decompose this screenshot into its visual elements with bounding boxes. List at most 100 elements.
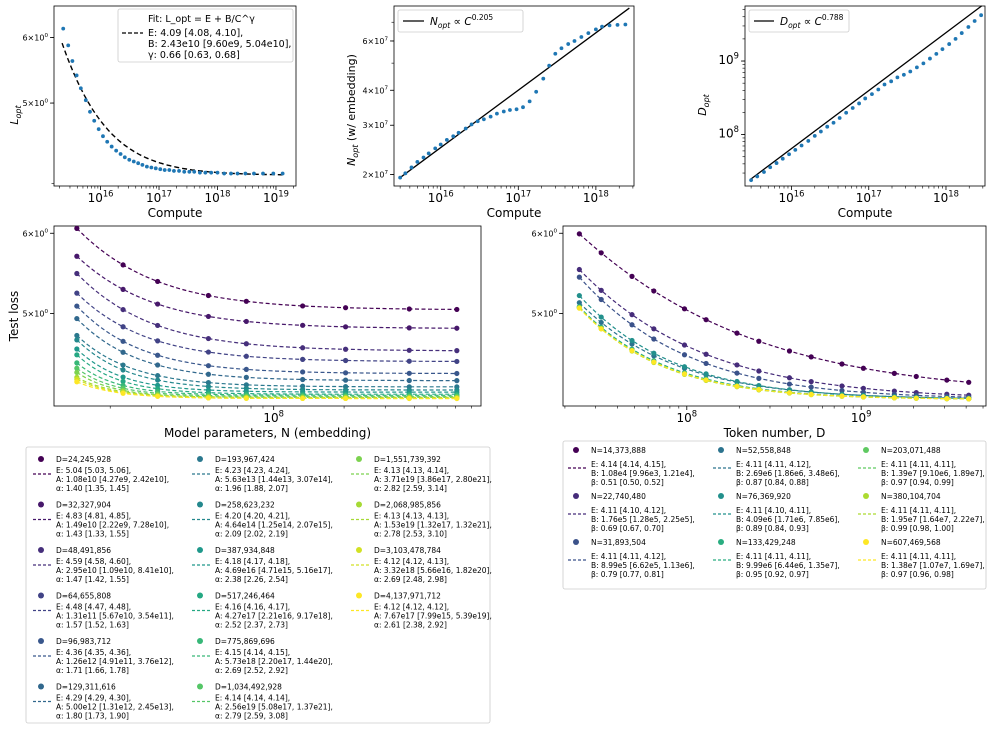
data-point xyxy=(300,345,306,351)
x-axis-label: Compute xyxy=(148,206,203,220)
data-point xyxy=(300,322,306,328)
data-point xyxy=(205,383,212,390)
data-point xyxy=(120,338,126,344)
legend-fit-text: β: 0.79 [0.77, 0.81] xyxy=(591,570,664,579)
data-point xyxy=(243,318,249,325)
legend-fit-text: E: 4.11 [4.11, 4.11], xyxy=(881,460,956,469)
fit-curve xyxy=(76,362,457,396)
data-point xyxy=(144,164,149,169)
legend-marker xyxy=(718,539,724,545)
data-point xyxy=(521,105,525,110)
y-tick-label: 4×107 xyxy=(362,86,388,96)
data-point xyxy=(454,306,460,313)
data-point xyxy=(122,155,127,160)
data-point xyxy=(576,305,582,311)
legend-fit-text: α: 1.71 [1.66, 1.78] xyxy=(56,666,129,675)
data-point xyxy=(205,349,212,355)
legend-box xyxy=(25,446,491,724)
data-point xyxy=(243,382,249,388)
x-tick-label: 1016 xyxy=(88,189,114,205)
legend-fit-text: A: 1.53e19 [1.32e17, 1.32e21], xyxy=(374,521,492,530)
data-point xyxy=(891,395,897,401)
data-point xyxy=(882,82,887,87)
plot-frame xyxy=(53,5,297,187)
legend-fit-text: E: 4.11 [4.11, 4.12], xyxy=(736,460,811,469)
data-point xyxy=(342,370,349,376)
legend-fit-text: E: 4.11 [4.11, 4.11], xyxy=(736,552,811,561)
legend-fit-text: E: 4.12 [4.12, 4.12], xyxy=(374,603,449,612)
legend-marker xyxy=(197,638,203,644)
data-point xyxy=(786,348,793,354)
data-point xyxy=(839,387,845,394)
chart-dopt-vs-compute: 1016 1017 1018 108 109 Compute Dopt Dopt ∝ C0.7… xyxy=(696,5,986,220)
data-point xyxy=(598,287,604,293)
legend-fit-text: A: 2.56e19 [5.08e17, 1.37e21], xyxy=(215,703,333,712)
chart-loss-vs-params: 108 5×100 6×100 Model parameters, N (embedd… xyxy=(7,225,492,724)
data-point xyxy=(74,332,80,339)
plot-frame xyxy=(393,5,635,187)
data-point xyxy=(153,166,158,171)
data-point xyxy=(598,314,604,320)
legend-fit-text: A: 1.49e10 [2.22e9, 7.28e10], xyxy=(56,521,169,530)
legend-fit-text: E: 4.20 [4.20, 4.21], xyxy=(215,512,290,521)
fit-curve xyxy=(578,276,969,398)
data-point xyxy=(913,395,919,401)
legend-entry: γ: 0.66 [0.63, 0.68] xyxy=(148,50,240,61)
data-point xyxy=(756,375,762,381)
legend-marker xyxy=(573,447,579,453)
data-point xyxy=(205,335,212,342)
data-point xyxy=(681,371,688,377)
legend-fit-text: α: 2.52 [2.37, 2.73] xyxy=(215,621,288,630)
data-point xyxy=(120,378,126,384)
data-point xyxy=(74,290,80,296)
legend-fit-text: β: 0.89 [0.84, 0.93] xyxy=(736,524,809,533)
legend-fit-text: A: 5.63e13 [1.44e13, 3.07e14], xyxy=(215,475,333,484)
data-point xyxy=(172,169,176,173)
data-point xyxy=(808,379,814,385)
legend-fit-text: B: 1.38e7 [1.07e7, 1.69e7], xyxy=(881,561,985,570)
legend-marker xyxy=(38,547,44,553)
data-point xyxy=(454,358,460,365)
data-point xyxy=(300,303,306,309)
data-point xyxy=(78,86,83,91)
data-point xyxy=(114,148,119,153)
y-tick-label: 5×100 xyxy=(531,309,557,319)
data-point xyxy=(92,118,97,123)
y-axis-label: Nopt (w/ embedding) xyxy=(345,54,360,166)
legend-fit-text: B: 9.99e6 [6.44e6, 1.35e7], xyxy=(736,561,840,570)
data-point xyxy=(83,98,88,103)
legend-fit-text: β: 0.99 [0.98, 1.00] xyxy=(881,524,954,533)
data-point xyxy=(566,42,571,46)
data-point xyxy=(786,381,793,387)
data-point xyxy=(703,317,709,323)
data-point xyxy=(607,23,612,28)
y-axis-label: Dopt xyxy=(696,93,711,115)
legend-entry: D=1,551,739,392 xyxy=(374,455,441,464)
data-point xyxy=(553,51,558,56)
data-point xyxy=(451,134,456,139)
data-point xyxy=(972,19,977,23)
x-tick-label: 1018 xyxy=(583,189,609,205)
legend: N=14,373,888 E: 4.14 [4.14, 4.15],B: 1.08… xyxy=(562,440,987,590)
legend-fit-text: A: 3.71e19 [3.86e17, 2.80e21], xyxy=(374,475,492,484)
data-point xyxy=(74,360,80,366)
data-point xyxy=(629,312,635,318)
data-point xyxy=(651,326,657,332)
legend-fit-text: A: 5.00e12 [1.31e12, 2.45e13], xyxy=(56,703,174,712)
legend-marker xyxy=(197,547,203,553)
legend-fit-text: A: 3.32e18 [5.66e16, 1.82e20], xyxy=(374,566,492,575)
fit-curve xyxy=(76,227,457,310)
data-point xyxy=(947,42,952,46)
y-tick-label: 6×100 xyxy=(22,33,48,43)
data-point xyxy=(182,169,187,174)
x-tick-label: 1019 xyxy=(263,189,289,205)
data-point xyxy=(860,385,866,391)
data-point xyxy=(959,31,964,35)
legend-entry: D=775,869,696 xyxy=(215,637,275,646)
fit-curve xyxy=(76,255,457,329)
data-point xyxy=(61,26,66,31)
data-point xyxy=(454,370,460,377)
data-point xyxy=(806,139,811,143)
x-tick-label: 108 xyxy=(263,409,284,425)
